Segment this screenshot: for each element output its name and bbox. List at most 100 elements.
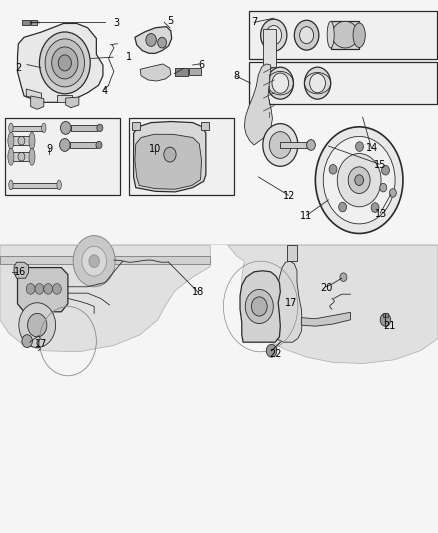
Circle shape xyxy=(53,284,61,294)
Polygon shape xyxy=(18,268,68,312)
Circle shape xyxy=(58,55,71,71)
Text: 13: 13 xyxy=(375,209,387,219)
Text: 14: 14 xyxy=(366,143,378,153)
Circle shape xyxy=(266,344,277,357)
Text: 8: 8 xyxy=(233,71,240,81)
Polygon shape xyxy=(134,122,206,192)
Circle shape xyxy=(294,20,319,50)
Circle shape xyxy=(355,175,364,185)
Ellipse shape xyxy=(327,21,334,48)
Polygon shape xyxy=(228,245,438,364)
Bar xyxy=(189,68,201,75)
Circle shape xyxy=(348,167,370,193)
Polygon shape xyxy=(66,97,79,108)
Ellipse shape xyxy=(332,21,358,48)
Polygon shape xyxy=(0,256,210,264)
Text: 17: 17 xyxy=(35,339,48,349)
Circle shape xyxy=(26,284,35,294)
Circle shape xyxy=(22,335,32,348)
Circle shape xyxy=(39,32,90,94)
Polygon shape xyxy=(57,95,72,102)
Polygon shape xyxy=(135,134,201,189)
Circle shape xyxy=(300,27,314,44)
Ellipse shape xyxy=(9,180,13,190)
Circle shape xyxy=(315,127,403,233)
Bar xyxy=(201,122,209,130)
Circle shape xyxy=(272,73,289,93)
Bar xyxy=(280,142,309,148)
Circle shape xyxy=(266,26,282,45)
Text: 6: 6 xyxy=(198,60,205,70)
Text: 11: 11 xyxy=(300,212,312,221)
Text: 2: 2 xyxy=(15,63,21,73)
Circle shape xyxy=(340,273,347,281)
Circle shape xyxy=(267,67,293,99)
Text: 9: 9 xyxy=(46,144,53,154)
Polygon shape xyxy=(135,27,172,53)
Text: 20: 20 xyxy=(320,283,332,293)
Polygon shape xyxy=(244,64,272,145)
Polygon shape xyxy=(240,271,280,342)
Ellipse shape xyxy=(353,23,365,47)
Bar xyxy=(11,183,59,188)
Circle shape xyxy=(323,136,395,224)
Circle shape xyxy=(381,165,389,175)
Circle shape xyxy=(380,183,387,192)
Text: 12: 12 xyxy=(283,191,295,201)
Bar xyxy=(70,142,96,148)
Bar xyxy=(132,122,140,130)
Circle shape xyxy=(19,303,56,348)
Text: 18: 18 xyxy=(192,287,204,297)
Circle shape xyxy=(337,154,381,207)
Bar xyxy=(31,20,37,25)
Ellipse shape xyxy=(29,132,35,149)
Ellipse shape xyxy=(57,180,61,190)
Bar xyxy=(22,20,30,25)
Text: 1: 1 xyxy=(126,52,132,62)
Polygon shape xyxy=(18,23,103,102)
Bar xyxy=(249,62,437,104)
Bar xyxy=(331,21,359,49)
Circle shape xyxy=(389,189,396,197)
Circle shape xyxy=(18,136,25,145)
Circle shape xyxy=(269,132,291,158)
Text: 5: 5 xyxy=(167,17,173,26)
Circle shape xyxy=(339,202,346,212)
Circle shape xyxy=(251,297,267,316)
Circle shape xyxy=(52,47,78,79)
Ellipse shape xyxy=(8,148,14,165)
Circle shape xyxy=(60,139,70,151)
Circle shape xyxy=(82,246,106,276)
Bar xyxy=(287,245,297,261)
Text: 16: 16 xyxy=(14,267,26,277)
Circle shape xyxy=(329,165,337,174)
Circle shape xyxy=(35,284,44,294)
Polygon shape xyxy=(140,64,171,81)
Circle shape xyxy=(261,19,287,51)
Circle shape xyxy=(158,37,166,48)
Circle shape xyxy=(304,67,331,99)
Text: 3: 3 xyxy=(113,19,119,28)
Text: 4: 4 xyxy=(101,86,107,95)
Ellipse shape xyxy=(9,123,13,133)
Circle shape xyxy=(44,284,53,294)
Polygon shape xyxy=(301,312,350,326)
Bar xyxy=(11,152,32,161)
Circle shape xyxy=(307,140,315,150)
Bar xyxy=(11,136,32,145)
Bar xyxy=(5,118,120,195)
Circle shape xyxy=(45,39,85,87)
Circle shape xyxy=(73,236,115,287)
Polygon shape xyxy=(0,245,210,352)
Circle shape xyxy=(356,142,364,151)
Polygon shape xyxy=(271,261,302,342)
Ellipse shape xyxy=(42,123,46,133)
Circle shape xyxy=(371,203,379,212)
Circle shape xyxy=(310,74,325,93)
Text: 7: 7 xyxy=(251,18,257,27)
Text: 21: 21 xyxy=(383,321,395,331)
Circle shape xyxy=(263,124,298,166)
Circle shape xyxy=(146,34,156,46)
Circle shape xyxy=(380,313,391,326)
Polygon shape xyxy=(31,96,44,109)
